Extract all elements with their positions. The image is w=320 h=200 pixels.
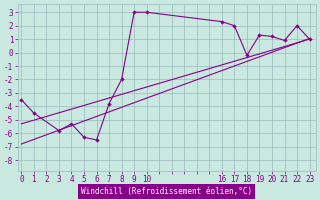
X-axis label: Windchill (Refroidissement éolien,°C): Windchill (Refroidissement éolien,°C) [81, 187, 252, 196]
